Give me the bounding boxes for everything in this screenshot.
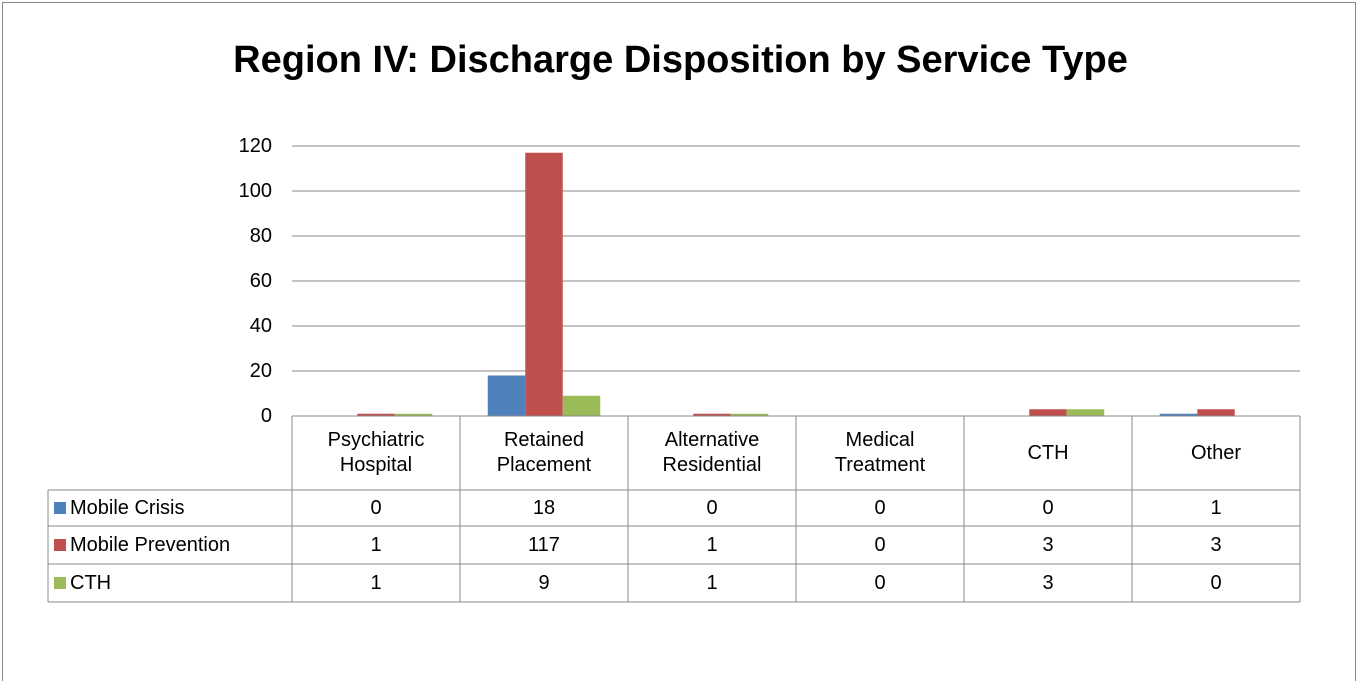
x-tick-label: CTH (1027, 441, 1069, 464)
table-cell: 1 (1210, 496, 1222, 519)
legend-label: Mobile Crisis (70, 496, 185, 519)
bar (693, 413, 731, 416)
table-cell: 1 (706, 533, 718, 556)
table-cell: 3 (1210, 533, 1222, 556)
bar (487, 375, 526, 416)
y-tick-label: 100 (238, 179, 272, 202)
table-cell: 0 (874, 571, 886, 594)
legend-label: Mobile Prevention (70, 533, 231, 556)
legend-key (54, 577, 66, 589)
bar (394, 413, 433, 416)
bar (1197, 409, 1235, 416)
table-cell: 0 (706, 496, 718, 519)
bar (357, 413, 395, 416)
y-tick-label: 60 (249, 269, 272, 292)
y-tick-label: 0 (260, 404, 272, 427)
legend-key (54, 502, 66, 514)
table-cell: 0 (1042, 496, 1054, 519)
table-cell: 9 (538, 571, 550, 594)
x-tick-label: Medical Treatment (834, 429, 926, 476)
x-tick-label: Alternative Residential (662, 429, 762, 476)
x-tick-label: Other (1190, 441, 1242, 464)
bar (562, 395, 601, 416)
bar (1159, 413, 1198, 416)
table-cell: 18 (532, 496, 556, 519)
bar (730, 413, 769, 416)
y-tick-label: 120 (238, 134, 272, 157)
table-cell: 0 (1210, 571, 1222, 594)
table-cell: 1 (370, 533, 382, 556)
table-cell: 0 (874, 533, 886, 556)
y-tick-label: 40 (249, 314, 272, 337)
table-cell: 3 (1042, 571, 1054, 594)
table-cell: 0 (370, 496, 382, 519)
y-tick-label: 20 (249, 359, 272, 382)
chart-title: Region IV: Discharge Disposition by Serv… (233, 38, 1128, 81)
bar (525, 152, 563, 416)
table-cell: 117 (528, 533, 560, 556)
table-cell: 3 (1042, 533, 1054, 556)
bar (1066, 409, 1105, 416)
table-cell: 1 (370, 571, 382, 594)
table-cell: 0 (874, 496, 886, 519)
x-tick-label: Psychiatric Hospital (327, 429, 425, 476)
legend-label: CTH (70, 571, 112, 594)
x-tick-label: Retained Placement (496, 429, 592, 476)
y-tick-label: 80 (249, 224, 272, 247)
legend-key (54, 539, 66, 551)
bar (1029, 409, 1067, 416)
table-cell: 1 (706, 571, 718, 594)
